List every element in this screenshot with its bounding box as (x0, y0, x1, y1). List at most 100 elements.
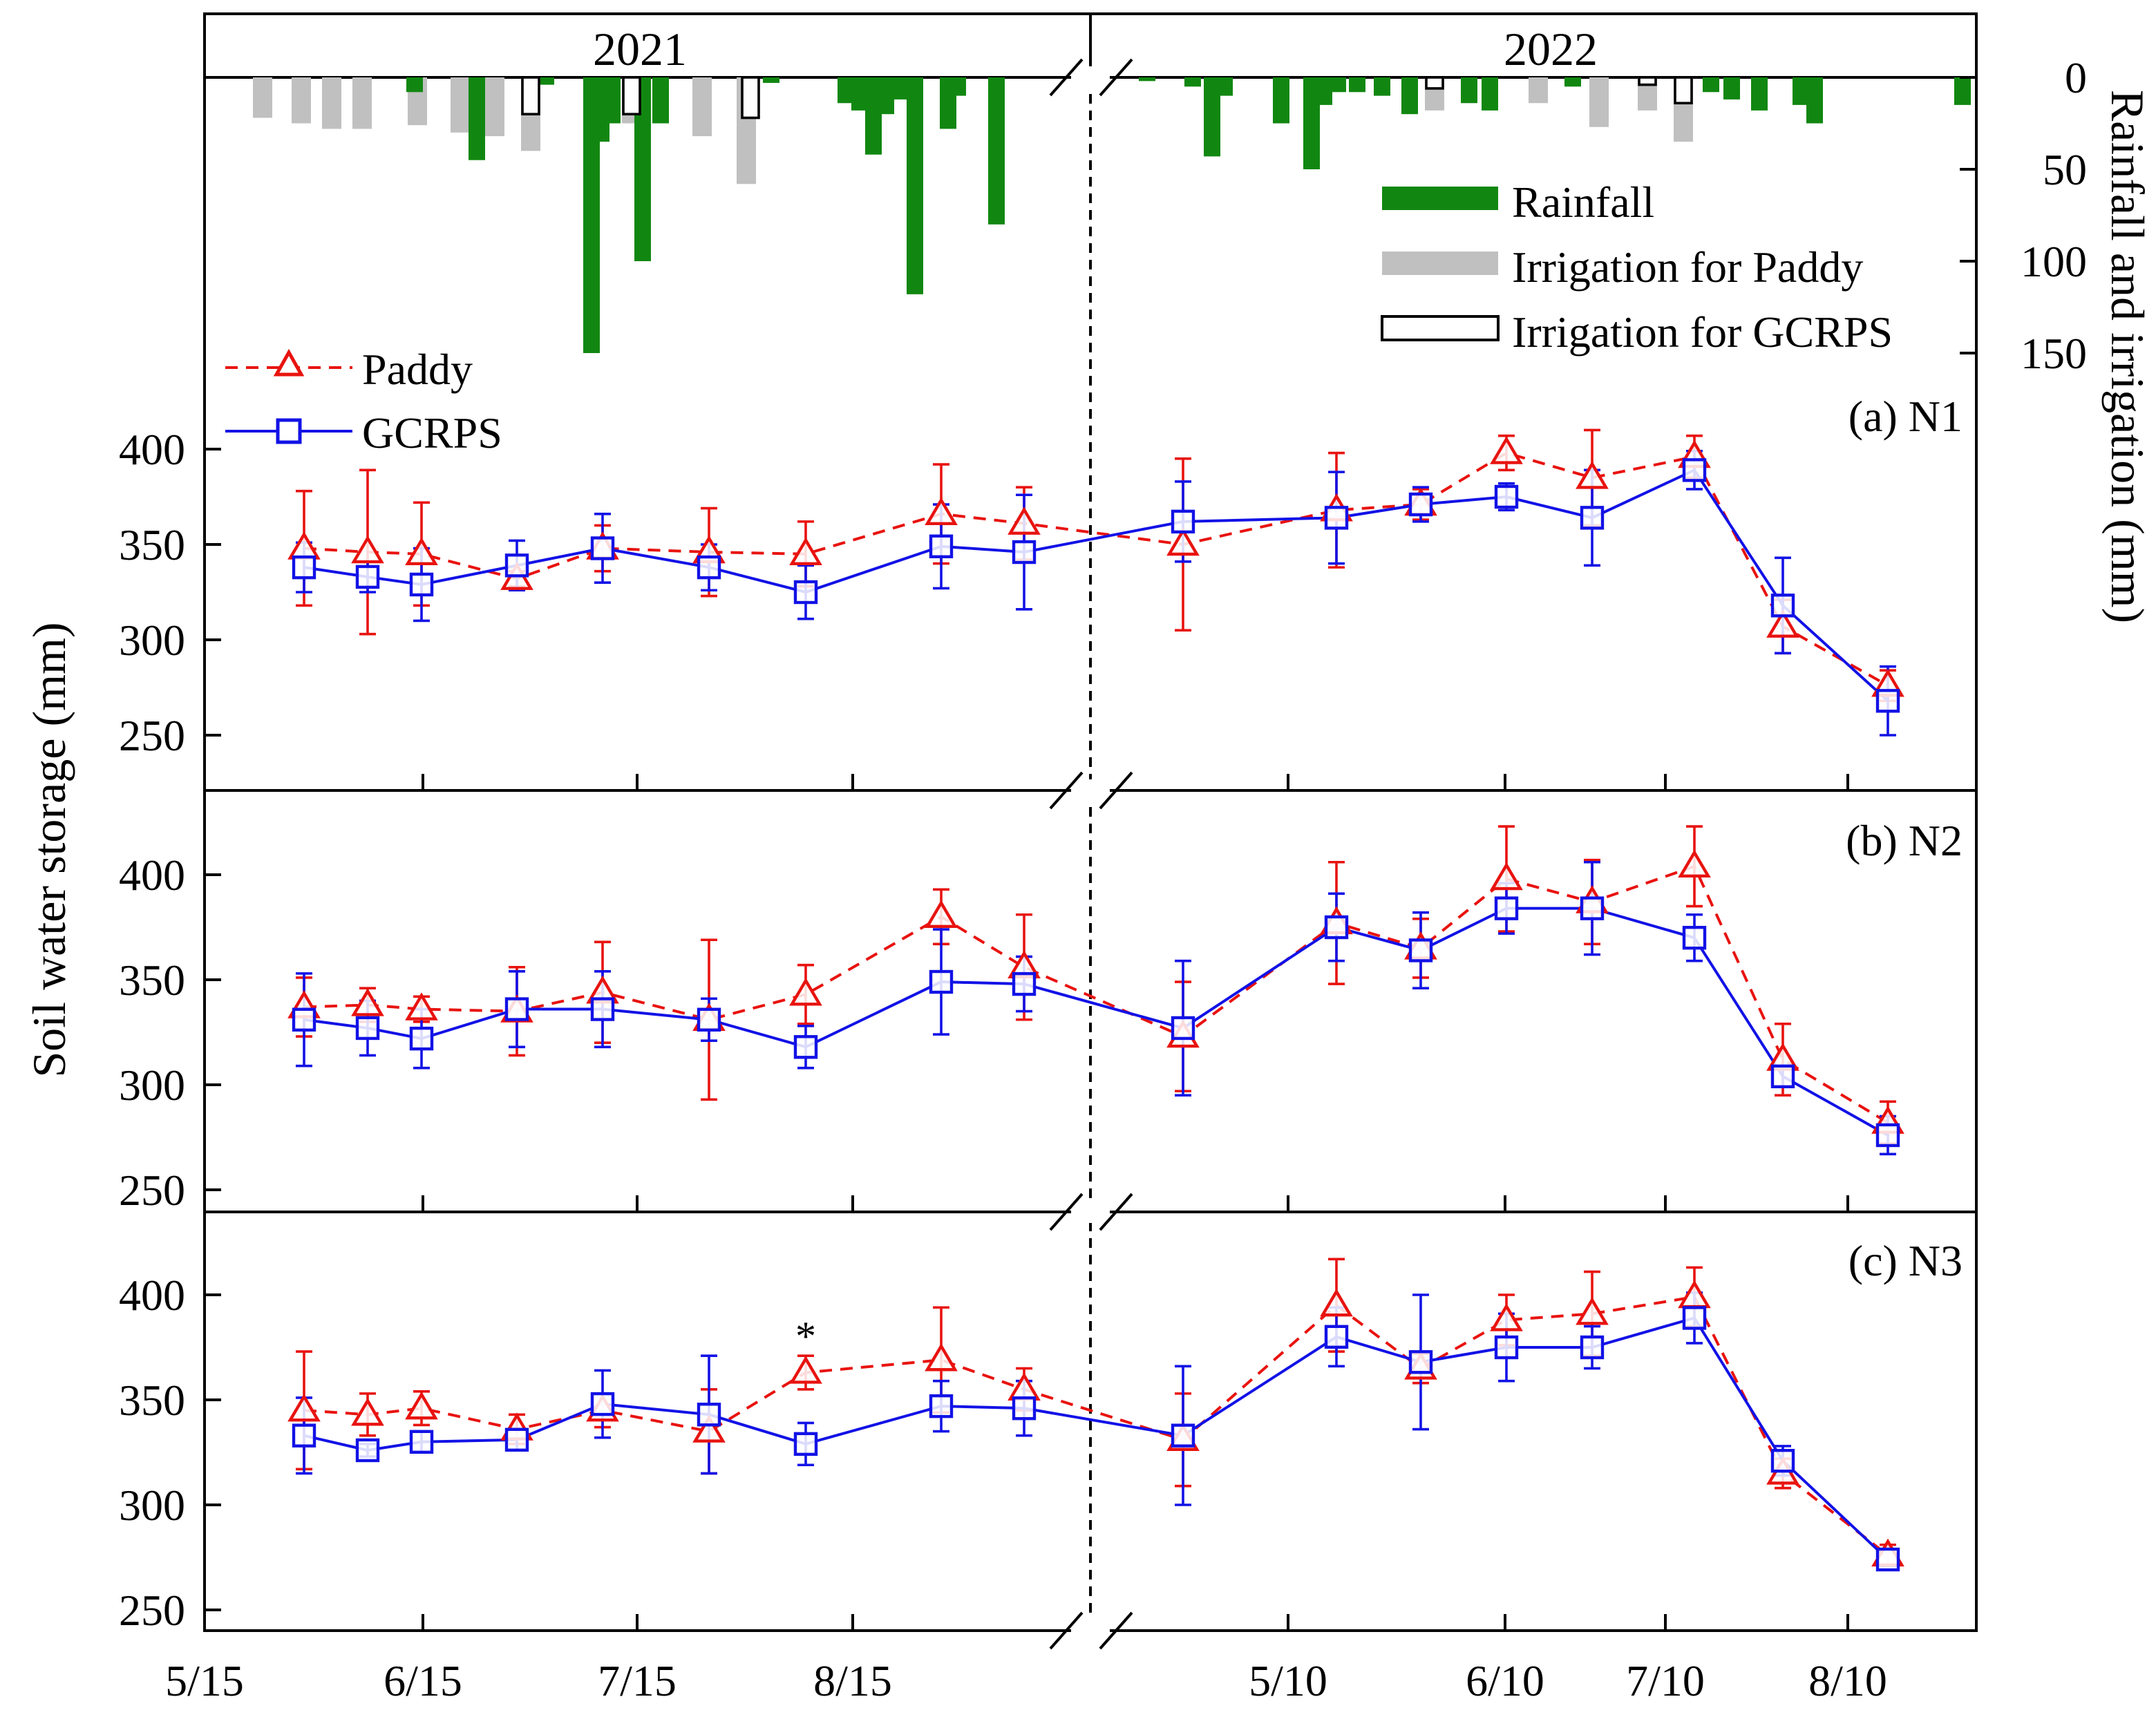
left-axis-tick-label-p0-1: 300 (119, 616, 185, 665)
gcrps-point-p2-11 (1408, 1350, 1433, 1374)
paddy-point-p2-6 (789, 1356, 822, 1384)
left-axis-tick-label-p2-1: 300 (119, 1481, 185, 1530)
bar-legend: Rainfall Irrigation for Paddy Irrigation… (1381, 178, 1893, 357)
gcrps-point-p2-15 (1770, 1448, 1795, 1473)
irrigation-paddy-bar-9 (692, 77, 712, 137)
gcrps-point-p1-9 (1171, 1016, 1195, 1041)
gcrps-point-p1-12 (1494, 896, 1519, 920)
gcrps-point-p1-11 (1408, 938, 1433, 962)
gcrps-point-p0-4 (590, 536, 615, 560)
rainfall-bar-0 (406, 77, 423, 93)
left-axis-tick-label-p1-2: 350 (119, 956, 185, 1005)
gcrps-point-p2-13 (1580, 1335, 1605, 1360)
rainfall-bar-28 (1401, 77, 1418, 115)
gcrps-point-p0-3 (504, 553, 529, 578)
gcrps-point-p0-16 (1875, 689, 1900, 713)
left-axis-tick-label-p0-3: 400 (119, 425, 185, 474)
legend-irrigation-gcrps-label: Irrigation for GCRPS (1512, 307, 1893, 357)
gcrps-point-p2-0 (292, 1423, 316, 1448)
gcrps-point-p0-11 (1408, 492, 1433, 517)
gcrps-line-p1 (303, 907, 1889, 1137)
legend-gcrps-label: GCRPS (362, 408, 502, 457)
paddy-point-p1-12 (1490, 862, 1523, 891)
left-axis-tick-label-p2-0: 250 (119, 1586, 185, 1635)
break-slash-b-3 (1099, 1611, 1133, 1650)
gcrps-point-p1-1 (355, 1016, 380, 1041)
x-tick-label-6: 7/10 (1626, 1656, 1705, 1705)
gcrps-point-p2-5 (697, 1403, 721, 1427)
gcrps-point-p1-6 (793, 1035, 818, 1059)
gcrps-point-p0-7 (929, 534, 954, 558)
gcrps-point-p1-8 (1012, 971, 1037, 996)
gcrps-point-p0-5 (697, 555, 721, 580)
irrigation-paddy-bar-0 (253, 77, 272, 118)
paddy-point-p0-12 (1490, 436, 1523, 464)
x-tick-label-5: 6/10 (1466, 1656, 1544, 1705)
paddy-point-p0-0 (287, 531, 321, 560)
gcrps-point-p0-10 (1324, 506, 1349, 530)
soil-water-panels (287, 428, 1904, 1572)
rainfall-bar-27 (1374, 77, 1390, 96)
gcrps-point-p2-8 (1012, 1396, 1037, 1421)
paddy-point-p2-10 (1320, 1288, 1353, 1317)
gcrps-point-p0-15 (1770, 594, 1795, 618)
paddy-point-p1-2 (405, 992, 438, 1021)
gcrps-line-p0 (303, 468, 1889, 702)
paddy-point-p0-1 (351, 535, 384, 564)
gcrps-point-p1-16 (1875, 1123, 1900, 1148)
legend-paddy-marker (273, 348, 305, 377)
rainfall-bar-25 (1330, 77, 1346, 93)
rainfall-bar-37 (1954, 77, 1971, 105)
gcrps-point-p1-3 (504, 997, 529, 1021)
irrigation-paddy-bar-12 (1529, 77, 1548, 104)
irrigation-gcrps-bar-5 (1674, 76, 1693, 105)
gcrps-point-p0-12 (1494, 484, 1519, 509)
rainfall-bar-22 (1273, 77, 1289, 124)
rainfall-irrigation-bars (253, 76, 1971, 353)
irrigation-paddy-bar-13 (1589, 77, 1609, 127)
rainfall-bar-30 (1482, 77, 1498, 111)
significance-star: * (795, 1313, 816, 1359)
rainfall-bar-29 (1461, 77, 1477, 104)
legend-gcrps-marker (276, 418, 302, 444)
gcrps-point-p0-2 (409, 572, 434, 597)
gcrps-point-p2-10 (1324, 1325, 1349, 1349)
paddy-point-p2-14 (1678, 1280, 1711, 1309)
paddy-point-p0-9 (1166, 527, 1200, 556)
rainfall-bar-17 (988, 77, 1005, 225)
break-slash-a-0 (1049, 58, 1084, 97)
panel-b (287, 825, 1904, 1156)
gcrps-point-p2-14 (1682, 1306, 1707, 1330)
paddy-point-p0-2 (405, 537, 438, 565)
break-gap-1 (1071, 779, 1110, 801)
rainfall-bar-34 (1751, 77, 1768, 111)
irrigation-gcrps-bar-1 (622, 76, 641, 116)
rainfall-bar-8 (763, 77, 779, 83)
gcrps-point-p1-13 (1580, 896, 1605, 920)
rainfall-bar-1 (469, 77, 485, 160)
x-tick-label-2: 7/15 (598, 1656, 677, 1705)
gcrps-point-p2-12 (1494, 1335, 1519, 1360)
paddy-point-p1-14 (1678, 849, 1711, 878)
rainfall-bar-13 (891, 77, 908, 99)
rainfall-bar-36 (1806, 77, 1823, 124)
right-axis-tick-label-2: 100 (2021, 237, 2087, 286)
gcrps-point-p1-0 (292, 1007, 316, 1032)
irrigation-paddy-bar-6 (485, 77, 504, 137)
left-axis-tick-label-p1-1: 300 (119, 1061, 185, 1110)
right-axis-tick-label-1: 50 (2043, 145, 2087, 194)
break-slash-b-0 (1099, 58, 1133, 97)
gcrps-point-p2-7 (929, 1394, 954, 1419)
gcrps-point-p2-1 (355, 1438, 380, 1463)
irrigation-paddy-bar-3 (352, 77, 372, 129)
irrigation-gcrps-bar-0 (521, 76, 540, 116)
gcrps-point-p0-9 (1171, 509, 1195, 534)
gcrps-point-p1-10 (1324, 915, 1349, 940)
paddy-point-p1-1 (351, 988, 384, 1016)
paddy-line-p0 (303, 451, 1889, 687)
legend-rainfall-label: Rainfall (1512, 178, 1654, 227)
x-tick-label-4: 5/10 (1249, 1656, 1327, 1705)
paddy-point-p2-1 (351, 1397, 384, 1426)
right-axis-tick-label-0: 0 (2065, 53, 2087, 102)
gcrps-point-p2-6 (793, 1432, 818, 1457)
